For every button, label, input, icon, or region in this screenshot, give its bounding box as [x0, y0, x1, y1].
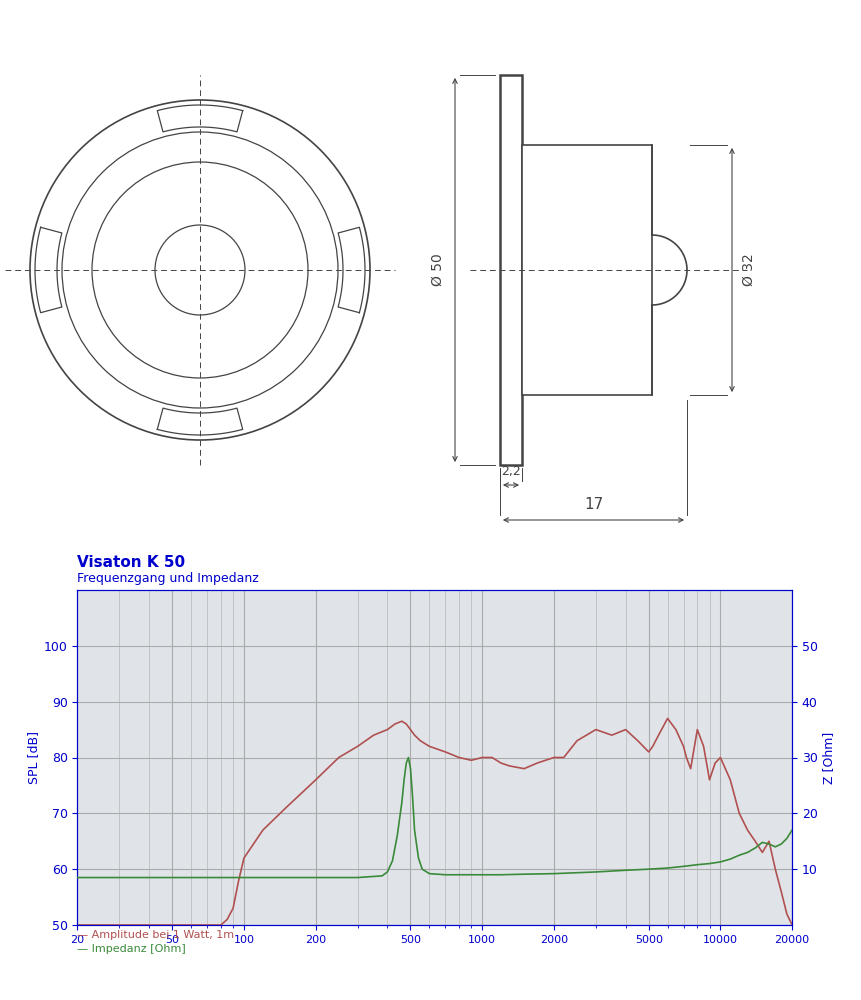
Text: Visaton K 50: Visaton K 50 [77, 555, 186, 570]
Text: 17: 17 [584, 497, 603, 512]
Text: — Amplitude bei 1 Watt, 1m: — Amplitude bei 1 Watt, 1m [77, 930, 234, 940]
Bar [522, 145, 652, 395]
Y-axis label: Z [Ohm]: Z [Ohm] [822, 731, 835, 784]
Text: 2,2: 2,2 [501, 465, 521, 478]
Bar [500, 75, 522, 465]
Text: Frequenzgang und Impedanz: Frequenzgang und Impedanz [77, 572, 259, 585]
Text: Ø 50: Ø 50 [431, 254, 445, 286]
Text: — Impedanz [Ohm]: — Impedanz [Ohm] [77, 944, 186, 954]
Y-axis label: SPL [dB]: SPL [dB] [27, 731, 40, 784]
Text: Ø 32: Ø 32 [742, 254, 756, 286]
